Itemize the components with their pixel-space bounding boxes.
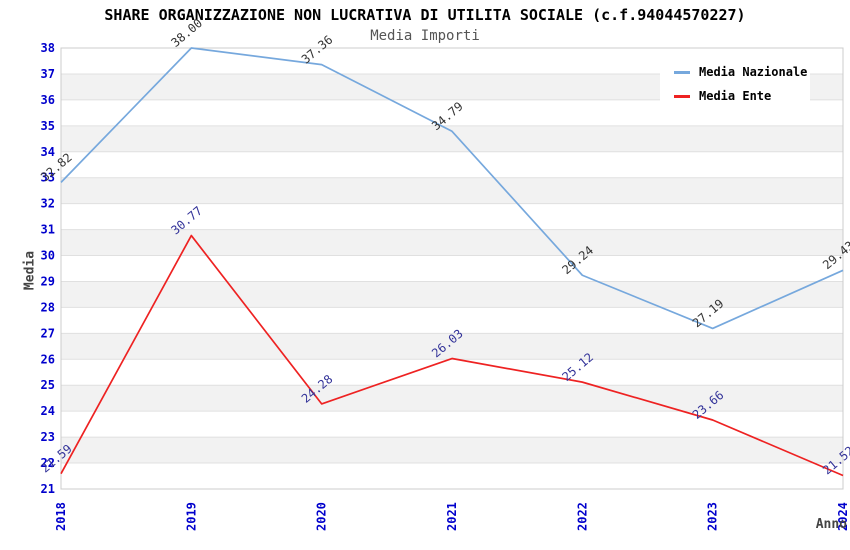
- y-tick-label: 37: [41, 67, 55, 81]
- legend-item-media-ente: Media Ente: [674, 84, 802, 108]
- grid-band: [61, 437, 843, 464]
- y-tick-label: 28: [41, 300, 55, 314]
- legend: Media Nazionale Media Ente: [660, 52, 810, 116]
- grid-band: [61, 203, 843, 230]
- y-tick-label: 34: [41, 145, 55, 159]
- y-tick-label: 31: [41, 223, 55, 237]
- y-axis-title: Media: [22, 250, 38, 291]
- y-tick-label: 32: [41, 197, 55, 211]
- grid-band: [61, 151, 843, 178]
- x-tick-label: 2019: [184, 502, 198, 531]
- y-tick-label: 38: [41, 41, 55, 55]
- y-tick-label: 27: [41, 326, 55, 340]
- chart-subtitle: Media Importi: [370, 28, 480, 44]
- series-line-media-nazionale: [60, 47, 844, 330]
- legend-key-line-icon: [674, 94, 690, 98]
- grid-band: [61, 177, 843, 204]
- y-tick-label: 21: [41, 482, 55, 496]
- legend-key-line-icon: [674, 70, 690, 74]
- y-tick-label: 26: [41, 352, 55, 366]
- x-tick-label: 2022: [575, 502, 589, 531]
- y-tick-label: 22: [41, 456, 55, 470]
- y-tick-label: 24: [41, 404, 55, 418]
- grid-band: [61, 463, 843, 489]
- grid-band: [61, 125, 843, 152]
- data-label-media-nazionale: 38.00: [168, 16, 205, 50]
- plot-border: [60, 47, 844, 490]
- legend-label: Media Nazionale: [699, 65, 808, 79]
- chart-title: SHARE ORGANIZZAZIONE NON LUCRATIVA DI UT…: [104, 6, 746, 24]
- y-tick-label: 23: [41, 430, 55, 444]
- grid-band: [61, 411, 843, 438]
- y-tick-label: 30: [41, 249, 55, 263]
- grid-band: [61, 333, 843, 360]
- x-tick-label: 2018: [54, 502, 68, 531]
- legend-item-media-nazionale: Media Nazionale: [674, 60, 807, 84]
- legend-label: Media Ente: [699, 89, 772, 103]
- y-tick-label: 36: [41, 93, 55, 107]
- x-tick-label: 2021: [445, 502, 459, 531]
- series-line-media-ente: [60, 234, 844, 477]
- y-tick-label: 29: [41, 274, 55, 288]
- grid-band: [61, 281, 843, 308]
- grid-band: [61, 359, 843, 386]
- grid-band: [61, 255, 843, 282]
- grid-band: [61, 385, 843, 412]
- y-tick-label: 35: [41, 119, 55, 133]
- x-tick-label: 2020: [315, 502, 329, 531]
- grid-band: [61, 229, 843, 256]
- x-axis-title: Anno: [815, 517, 847, 532]
- x-tick-label: 2024: [836, 502, 850, 531]
- y-tick-label: 33: [41, 171, 55, 185]
- y-tick-label: 25: [41, 378, 55, 392]
- x-tick-label: 2023: [706, 502, 720, 531]
